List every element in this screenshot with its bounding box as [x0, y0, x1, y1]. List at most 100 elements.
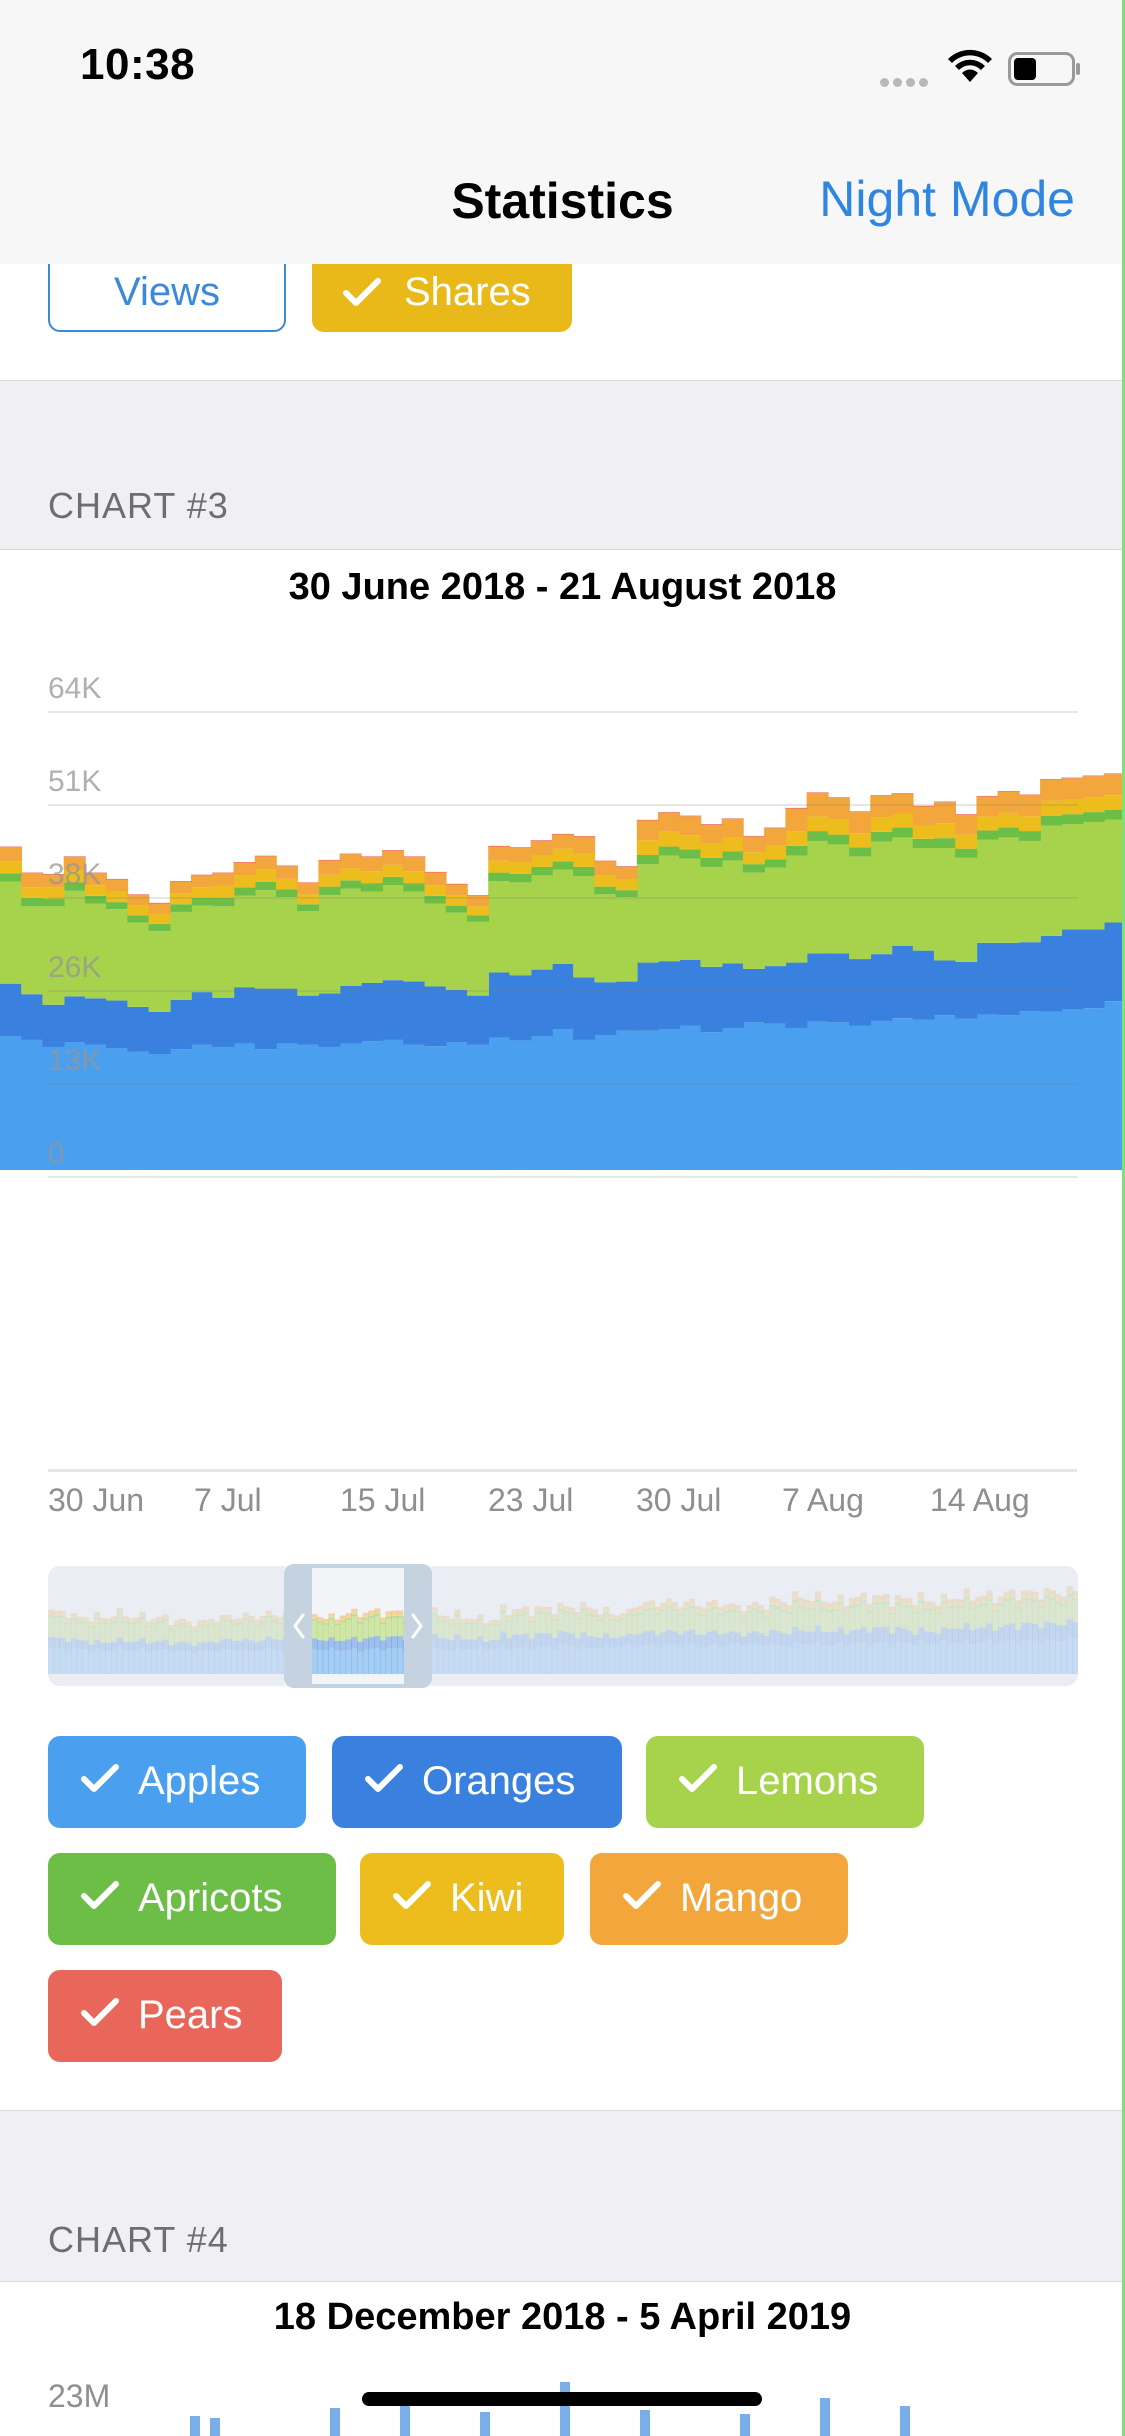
bar-kiwi-47: [997, 812, 1020, 828]
bar-apples-5: [106, 1048, 129, 1170]
range-selector[interactable]: [48, 1564, 1078, 1688]
screen-edge: [1122, 0, 1125, 2436]
bar-kiwi-50: [1061, 799, 1084, 815]
bar-lemons-49: [1040, 825, 1063, 936]
chart-4-card: 18 December 2018 - 5 April 2019 23M: [0, 2282, 1125, 2436]
chip-apricots[interactable]: Apricots: [48, 1853, 336, 1945]
bar-mango-51: [1082, 776, 1105, 798]
bar-oranges-26: [551, 963, 574, 1030]
bar-kiwi-32: [679, 835, 702, 850]
bar-mango-48: [1018, 795, 1041, 817]
bar-apples-47: [997, 1015, 1020, 1170]
bar-kiwi-31: [658, 831, 681, 847]
range-window[interactable]: [284, 1564, 432, 1688]
views-toggle[interactable]: Views: [48, 264, 286, 332]
bar-lemons-25: [530, 875, 553, 970]
chip-label: Mango: [680, 1876, 803, 1920]
preview-bar: [334, 1624, 341, 1641]
bar-apricots-26: [551, 861, 574, 870]
chip-lemons[interactable]: Lemons: [646, 1736, 924, 1828]
preview-bar: [374, 1647, 381, 1674]
bar-apricots-15: [318, 886, 341, 896]
cellular-signal-icon: [880, 74, 932, 92]
preview-bar: [351, 1611, 358, 1615]
bar-oranges-5: [106, 1000, 129, 1049]
preview-bar: [391, 1616, 398, 1618]
range-dim-right: [431, 1566, 1078, 1686]
night-mode-button[interactable]: Night Mode: [819, 171, 1075, 227]
preview-bar: [397, 1617, 404, 1637]
bar-kiwi-12: [254, 869, 277, 882]
chip-apples[interactable]: Apples: [48, 1736, 306, 1828]
bar-apricots-1: [21, 897, 44, 907]
bar-mango-7: [148, 903, 171, 915]
chip-label: Apples: [138, 1759, 261, 1803]
bar-pears-45: [955, 814, 978, 815]
preview-bar: [357, 1619, 364, 1623]
bar-kiwi-10: [212, 885, 235, 898]
bar-apples-27: [573, 1039, 596, 1170]
bar-pears-23: [488, 845, 511, 847]
preview-bar: [374, 1608, 381, 1612]
series-oranges: [0, 922, 1125, 1054]
bar-apples-25: [530, 1036, 553, 1170]
bar-oranges-21: [445, 990, 468, 1043]
bar-lemons-37: [785, 855, 808, 963]
chart-2-toggles: Views Shares: [0, 264, 1125, 380]
bar-pears-0: [0, 846, 23, 848]
preview-bar: [334, 1640, 341, 1651]
bar-oranges-37: [785, 962, 808, 1028]
bar-apricots-31: [658, 846, 681, 856]
chip-oranges[interactable]: Oranges: [332, 1736, 622, 1828]
status-bar: 10:38: [0, 0, 1125, 132]
preview-bar: [385, 1614, 392, 1617]
bar-mango-13: [275, 866, 298, 879]
preview-bar: [397, 1647, 404, 1674]
chart-4-bars-preview: [190, 2382, 910, 2436]
chip-pears[interactable]: Pears: [48, 1970, 282, 2062]
bar-oranges-7: [148, 1011, 171, 1054]
bar-pears-40: [849, 811, 872, 813]
bar-kiwi-4: [84, 885, 107, 896]
chevron-right-icon[interactable]: [410, 1612, 424, 1640]
bar-apricots-7: [148, 923, 171, 931]
preview-bar: [345, 1649, 352, 1674]
preview-bar: [397, 1636, 404, 1648]
preview-bar: [357, 1623, 364, 1642]
bar-lemons-40: [849, 856, 872, 960]
preview-bar: [322, 1621, 329, 1624]
bar-mango-29: [615, 866, 638, 880]
bar-pears-39: [827, 797, 850, 799]
bar-apricots-34: [721, 851, 744, 861]
bar-kiwi-23: [488, 860, 511, 873]
preview-bar: [379, 1617, 387, 1621]
chip-mango[interactable]: Mango: [590, 1853, 848, 1945]
chip-kiwi[interactable]: Kiwi: [360, 1853, 564, 1945]
bar-apples-43: [912, 1019, 935, 1170]
bar-oranges-48: [1018, 942, 1041, 1012]
bar-mango-41: [870, 795, 893, 818]
bar-lemons-30: [636, 864, 659, 963]
chevron-left-icon[interactable]: [292, 1612, 306, 1640]
preview-bar: [339, 1640, 347, 1651]
bar-apricots-25: [530, 866, 553, 876]
preview-bar: [368, 1616, 375, 1618]
shares-toggle[interactable]: Shares: [312, 264, 572, 332]
status-time: 10:38: [80, 40, 196, 89]
bar-mango-16: [339, 854, 362, 869]
bar-pears-31: [658, 812, 681, 813]
bar-mango-32: [679, 816, 702, 836]
bar-oranges-46: [976, 942, 999, 1015]
bar-lemons-6: [127, 922, 150, 1007]
bar-mango-17: [360, 857, 383, 872]
bar-lemons-44: [933, 847, 956, 961]
checkmark-icon: [393, 1881, 431, 1909]
bar-apples-23: [488, 1037, 511, 1170]
bar-apples-31: [658, 1029, 681, 1171]
bar-oranges-9: [191, 992, 214, 1045]
bar-apricots-28: [594, 886, 617, 895]
bar-apricots-36: [764, 859, 787, 868]
bar-pears-8: [169, 881, 192, 882]
bar-oranges-16: [339, 985, 362, 1044]
bar-oranges-13: [275, 988, 298, 1044]
